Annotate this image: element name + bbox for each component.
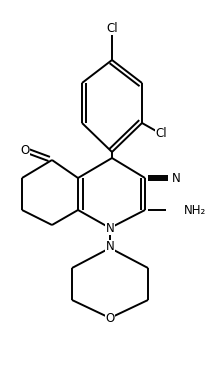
Text: NH₂: NH₂ — [184, 203, 206, 217]
Text: O: O — [105, 311, 115, 324]
Text: Cl: Cl — [106, 22, 118, 34]
Text: N: N — [106, 240, 114, 254]
Text: N: N — [172, 172, 180, 184]
Text: N: N — [106, 222, 114, 234]
Text: O: O — [20, 144, 30, 156]
Text: Cl: Cl — [155, 127, 167, 140]
